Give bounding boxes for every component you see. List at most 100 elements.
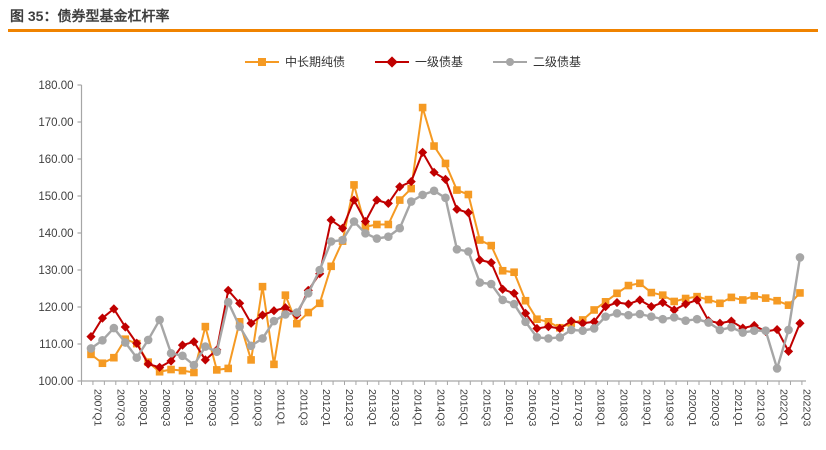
legend-item-primary-bond-fund: 一级债基 <box>374 53 463 70</box>
data-point-marker <box>670 297 678 306</box>
svg-text:2020Q1: 2020Q1 <box>686 389 698 427</box>
svg-text:2012Q3: 2012Q3 <box>343 389 355 427</box>
data-point-marker <box>235 322 244 331</box>
data-point-marker <box>384 232 393 241</box>
data-point-marker <box>166 356 176 366</box>
svg-text:100.00: 100.00 <box>38 376 73 388</box>
data-point-marker <box>510 268 518 277</box>
data-point-marker <box>555 323 565 334</box>
chart-legend: 中长期纯债 一级债基 二级债基 <box>0 53 826 70</box>
svg-text:2007Q3: 2007Q3 <box>114 389 126 427</box>
data-point-marker <box>132 338 142 348</box>
data-point-marker <box>452 204 462 214</box>
data-point-marker <box>326 215 336 225</box>
svg-text:2010Q3: 2010Q3 <box>252 389 264 427</box>
svg-text:2018Q3: 2018Q3 <box>618 389 630 427</box>
data-point-marker <box>681 316 690 325</box>
data-point-marker <box>566 316 576 326</box>
data-point-marker <box>315 299 324 308</box>
data-point-marker <box>97 313 108 323</box>
data-point-marker <box>498 266 507 275</box>
svg-text:130.00: 130.00 <box>38 265 73 277</box>
data-point-marker <box>486 258 496 268</box>
svg-text:2008Q3: 2008Q3 <box>160 389 172 427</box>
data-point-marker <box>155 362 165 372</box>
svg-text:2021Q3: 2021Q3 <box>755 389 767 427</box>
data-point-marker <box>578 326 588 335</box>
data-point-marker <box>795 253 805 262</box>
data-point-marker <box>589 324 599 333</box>
data-point-marker <box>738 328 748 337</box>
data-point-marker <box>704 318 713 327</box>
svg-text:2014Q1: 2014Q1 <box>412 389 424 427</box>
data-point-marker <box>235 318 244 326</box>
data-point-marker <box>258 282 267 291</box>
data-point-marker <box>429 186 439 196</box>
svg-text:2021Q1: 2021Q1 <box>732 389 744 427</box>
data-point-marker <box>384 220 393 229</box>
data-point-marker <box>509 288 519 298</box>
svg-text:160.00: 160.00 <box>38 154 73 166</box>
data-point-marker <box>590 306 598 314</box>
data-point-marker <box>612 297 622 308</box>
data-point-marker <box>716 299 724 308</box>
legend-item-secondary-bond-fund: 二级债基 <box>493 53 581 70</box>
data-point-marker <box>372 234 382 243</box>
data-point-marker <box>395 196 404 204</box>
data-point-marker <box>98 359 107 368</box>
data-point-marker <box>681 294 690 303</box>
data-point-marker <box>624 281 633 290</box>
data-point-marker <box>143 359 153 369</box>
data-point-marker <box>440 174 451 184</box>
svg-text:2012Q1: 2012Q1 <box>320 389 332 427</box>
data-point-marker <box>795 318 805 328</box>
data-point-marker <box>327 262 335 271</box>
data-point-marker <box>430 142 438 150</box>
data-point-marker <box>418 147 428 157</box>
svg-text:180.00: 180.00 <box>38 80 73 92</box>
data-point-marker <box>498 284 508 294</box>
data-point-marker <box>293 319 301 328</box>
data-point-marker <box>784 325 793 335</box>
data-point-marker <box>727 323 736 332</box>
data-point-marker <box>773 296 781 305</box>
data-point-marker <box>178 351 187 361</box>
data-point-marker <box>372 195 382 205</box>
data-point-marker <box>418 103 427 112</box>
series-line <box>90 107 801 374</box>
data-point-marker <box>533 315 541 324</box>
data-point-marker <box>544 334 553 343</box>
data-point-marker <box>406 176 416 187</box>
data-point-marker <box>475 278 485 287</box>
data-point-marker <box>350 181 358 189</box>
data-point-marker <box>761 326 770 335</box>
data-point-marker <box>658 314 668 324</box>
legend-square-marker-icon <box>244 56 279 68</box>
svg-text:2010Q1: 2010Q1 <box>229 389 241 427</box>
legend-diamond-marker-icon <box>374 55 409 68</box>
data-point-marker <box>178 366 187 375</box>
data-point-marker <box>441 159 450 168</box>
data-point-marker <box>143 335 153 345</box>
svg-text:2017Q1: 2017Q1 <box>549 389 561 427</box>
data-point-marker <box>772 324 782 335</box>
data-point-marker <box>292 308 302 317</box>
data-point-marker <box>520 308 531 318</box>
data-point-marker <box>87 350 95 359</box>
data-point-marker <box>624 310 633 320</box>
data-point-marker <box>532 323 542 334</box>
data-point-marker <box>692 314 702 324</box>
svg-text:2013Q3: 2013Q3 <box>389 389 401 427</box>
data-point-marker <box>247 356 255 364</box>
svg-text:2014Q3: 2014Q3 <box>435 389 447 427</box>
data-point-marker <box>486 279 496 289</box>
data-point-marker <box>532 333 542 342</box>
data-point-marker <box>349 195 359 205</box>
legend-label: 中长期纯债 <box>284 55 345 69</box>
data-point-marker <box>110 353 118 362</box>
data-point-marker <box>337 223 348 233</box>
data-point-marker <box>453 186 461 194</box>
data-point-marker <box>189 337 199 347</box>
data-point-marker <box>578 318 588 328</box>
data-point-marker <box>235 298 245 308</box>
